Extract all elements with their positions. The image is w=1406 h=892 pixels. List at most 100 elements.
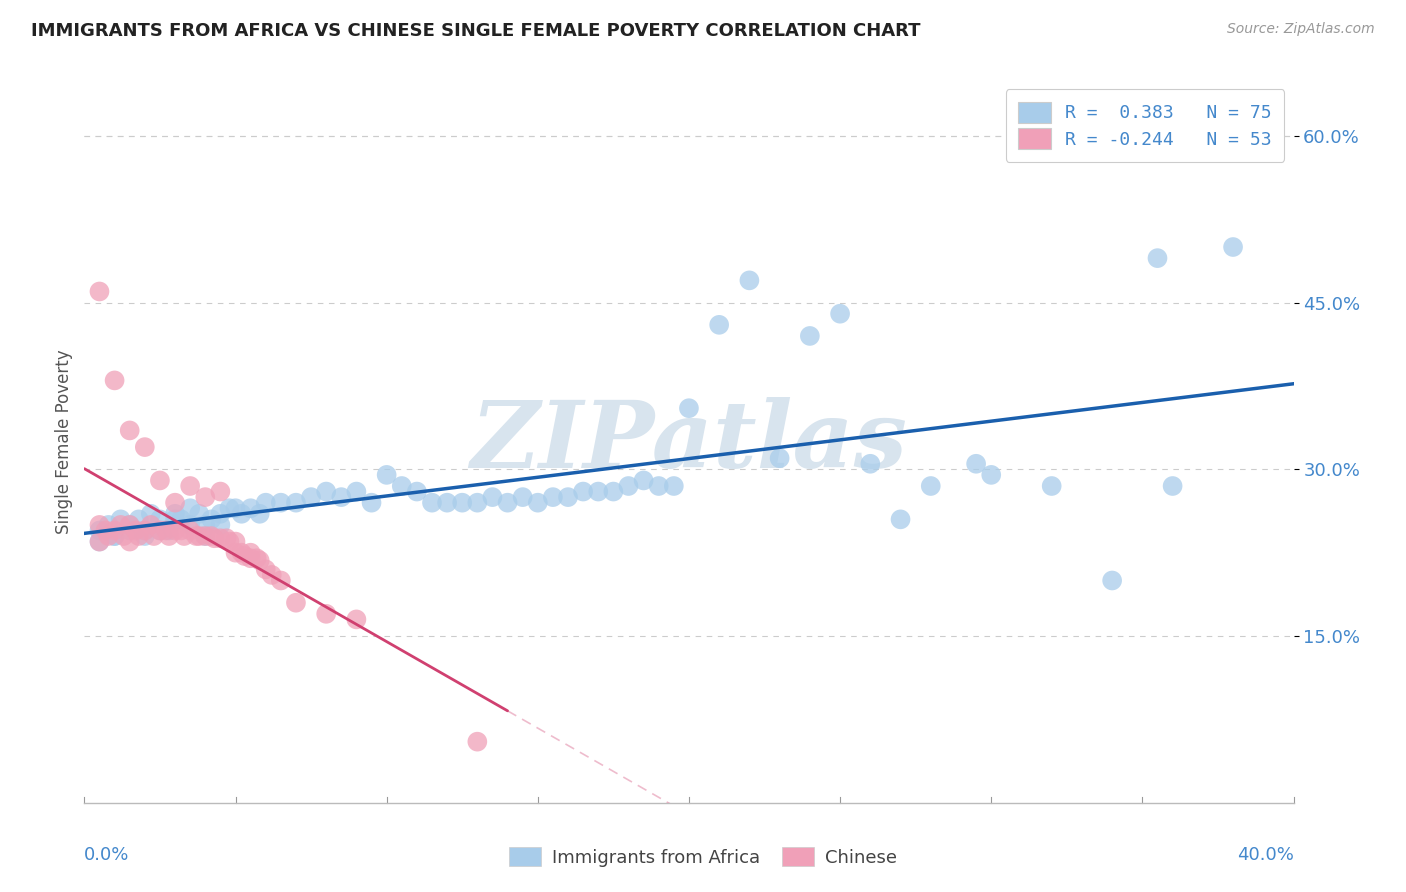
Legend: Immigrants from Africa, Chinese: Immigrants from Africa, Chinese bbox=[502, 840, 904, 874]
Point bbox=[420, 496, 443, 510]
Point bbox=[920, 479, 942, 493]
Point bbox=[118, 524, 141, 538]
Point bbox=[1161, 479, 1184, 493]
Point bbox=[194, 517, 217, 532]
Point bbox=[481, 490, 503, 504]
Point bbox=[299, 490, 322, 504]
Point bbox=[165, 507, 187, 521]
Point bbox=[97, 529, 120, 543]
Y-axis label: Single Female Poverty: Single Female Poverty bbox=[55, 350, 73, 533]
Point bbox=[97, 517, 120, 532]
Point bbox=[678, 401, 700, 416]
Point bbox=[1146, 251, 1168, 265]
Point bbox=[89, 517, 111, 532]
Point bbox=[231, 507, 253, 521]
Point bbox=[149, 474, 172, 488]
Point bbox=[859, 457, 882, 471]
Text: IMMIGRANTS FROM AFRICA VS CHINESE SINGLE FEMALE POVERTY CORRELATION CHART: IMMIGRANTS FROM AFRICA VS CHINESE SINGLE… bbox=[31, 22, 921, 40]
Point bbox=[617, 479, 640, 493]
Point bbox=[170, 524, 193, 538]
Point bbox=[225, 546, 247, 560]
Point bbox=[633, 474, 655, 488]
Text: ZIPatlas: ZIPatlas bbox=[471, 397, 907, 486]
Point bbox=[1222, 240, 1244, 254]
Point bbox=[110, 512, 132, 526]
Point bbox=[149, 524, 172, 538]
Point bbox=[830, 307, 852, 321]
Point bbox=[128, 529, 150, 543]
Point bbox=[200, 512, 222, 526]
Point bbox=[179, 479, 201, 493]
Point bbox=[233, 549, 256, 563]
Point bbox=[260, 568, 283, 582]
Point bbox=[436, 496, 458, 510]
Point bbox=[249, 553, 271, 567]
Point bbox=[104, 529, 127, 543]
Point bbox=[239, 546, 262, 560]
Text: 0.0%: 0.0% bbox=[84, 847, 129, 864]
Point bbox=[194, 490, 217, 504]
Point bbox=[541, 490, 564, 504]
Point bbox=[285, 596, 308, 610]
Point bbox=[179, 524, 201, 538]
Point bbox=[270, 496, 292, 510]
Point bbox=[346, 612, 368, 626]
Point bbox=[118, 517, 141, 532]
Point bbox=[209, 531, 232, 545]
Point bbox=[225, 501, 247, 516]
Point bbox=[346, 484, 368, 499]
Point bbox=[330, 490, 353, 504]
Point bbox=[125, 524, 148, 538]
Point bbox=[225, 534, 247, 549]
Point bbox=[285, 496, 308, 510]
Point bbox=[134, 524, 156, 538]
Point bbox=[165, 496, 187, 510]
Point bbox=[157, 529, 180, 543]
Point bbox=[662, 479, 685, 493]
Point bbox=[173, 529, 195, 543]
Text: Source: ZipAtlas.com: Source: ZipAtlas.com bbox=[1227, 22, 1375, 37]
Point bbox=[94, 524, 117, 538]
Point bbox=[179, 517, 201, 532]
Point bbox=[239, 501, 262, 516]
Point bbox=[165, 512, 187, 526]
Point bbox=[218, 501, 240, 516]
Point bbox=[89, 534, 111, 549]
Point bbox=[406, 484, 429, 499]
Point bbox=[118, 517, 141, 532]
Point bbox=[391, 479, 413, 493]
Point bbox=[89, 534, 111, 549]
Point bbox=[557, 490, 579, 504]
Point bbox=[588, 484, 610, 499]
Point bbox=[157, 524, 180, 538]
Point bbox=[512, 490, 534, 504]
Point bbox=[89, 285, 111, 299]
Point bbox=[249, 507, 271, 521]
Point bbox=[769, 451, 792, 466]
Point bbox=[110, 517, 132, 532]
Point bbox=[572, 484, 595, 499]
Point bbox=[1101, 574, 1123, 588]
Point bbox=[134, 524, 156, 538]
Point bbox=[142, 529, 165, 543]
Point bbox=[104, 524, 127, 538]
Point bbox=[231, 546, 253, 560]
Point bbox=[179, 501, 201, 516]
Point bbox=[104, 529, 127, 543]
Text: 40.0%: 40.0% bbox=[1237, 847, 1294, 864]
Point bbox=[246, 551, 269, 566]
Point bbox=[170, 512, 193, 526]
Point bbox=[209, 484, 232, 499]
Point bbox=[890, 512, 912, 526]
Point bbox=[1040, 479, 1063, 493]
Point bbox=[209, 517, 232, 532]
Point bbox=[194, 529, 217, 543]
Point bbox=[202, 531, 225, 545]
Point bbox=[104, 373, 127, 387]
Point bbox=[128, 512, 150, 526]
Point bbox=[602, 484, 624, 499]
Point bbox=[360, 496, 382, 510]
Point bbox=[188, 507, 211, 521]
Point bbox=[149, 524, 172, 538]
Point bbox=[496, 496, 519, 510]
